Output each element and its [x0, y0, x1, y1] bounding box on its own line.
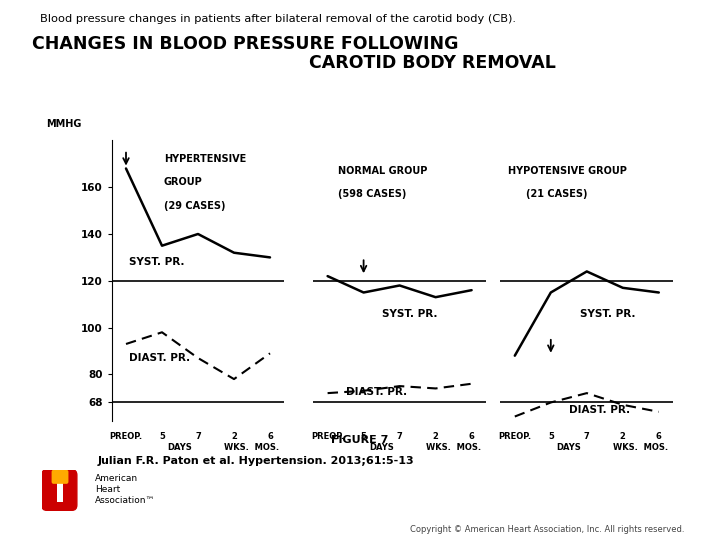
Text: PREOP.: PREOP.: [498, 432, 531, 441]
Text: SYST. PR.: SYST. PR.: [129, 256, 184, 267]
Text: 6: 6: [469, 432, 474, 441]
Text: 7: 7: [397, 432, 402, 441]
Text: CHANGES IN BLOOD PRESSURE FOLLOWING: CHANGES IN BLOOD PRESSURE FOLLOWING: [32, 35, 458, 53]
Text: 2: 2: [231, 432, 237, 441]
Text: 5: 5: [548, 432, 554, 441]
Text: 2: 2: [620, 432, 626, 441]
Text: DIAST. PR.: DIAST. PR.: [569, 406, 630, 415]
Text: MMHG: MMHG: [46, 119, 81, 129]
Text: (21 CASES): (21 CASES): [526, 189, 587, 199]
Text: WKS.  MOS.: WKS. MOS.: [225, 443, 279, 453]
Bar: [57, 478, 63, 502]
Text: DAYS: DAYS: [557, 443, 581, 453]
Text: WKS.  MOS.: WKS. MOS.: [613, 443, 668, 453]
Text: 7: 7: [195, 432, 201, 441]
Text: (598 CASES): (598 CASES): [338, 189, 407, 199]
Text: 5: 5: [159, 432, 165, 441]
Text: SYST. PR.: SYST. PR.: [580, 309, 635, 319]
Text: (29 CASES): (29 CASES): [164, 200, 225, 211]
Text: SYST. PR.: SYST. PR.: [382, 309, 437, 319]
FancyBboxPatch shape: [42, 470, 77, 510]
Text: GROUP: GROUP: [164, 177, 202, 187]
Text: PREOP.: PREOP.: [109, 432, 143, 441]
Text: 7: 7: [584, 432, 590, 441]
Text: Julian F.R. Paton et al. Hypertension. 2013;61:5-13: Julian F.R. Paton et al. Hypertension. 2…: [97, 456, 414, 467]
Text: Association™: Association™: [95, 496, 156, 505]
Text: DAYS: DAYS: [369, 443, 394, 453]
Text: CAROTID BODY REMOVAL: CAROTID BODY REMOVAL: [309, 54, 555, 72]
Text: DIAST. PR.: DIAST. PR.: [129, 353, 190, 363]
Text: Blood pressure changes in patients after bilateral removal of the carotid body (: Blood pressure changes in patients after…: [40, 14, 516, 24]
Text: 6: 6: [656, 432, 662, 441]
Text: 6: 6: [267, 432, 273, 441]
Text: NORMAL GROUP: NORMAL GROUP: [338, 165, 428, 176]
Text: American: American: [95, 474, 138, 483]
Text: 2: 2: [433, 432, 438, 441]
Text: 5: 5: [361, 432, 366, 441]
Text: FIGURE 7: FIGURE 7: [331, 435, 389, 445]
Text: WKS.  MOS.: WKS. MOS.: [426, 443, 481, 453]
FancyBboxPatch shape: [52, 470, 68, 484]
Text: Heart: Heart: [95, 485, 120, 494]
Text: HYPOTENSIVE GROUP: HYPOTENSIVE GROUP: [508, 165, 626, 176]
Text: DAYS: DAYS: [168, 443, 192, 453]
Text: PREOP.: PREOP.: [311, 432, 344, 441]
Text: Copyright © American Heart Association, Inc. All rights reserved.: Copyright © American Heart Association, …: [410, 525, 685, 534]
Text: DIAST. PR.: DIAST. PR.: [346, 387, 407, 396]
Text: HYPERTENSIVE: HYPERTENSIVE: [164, 154, 246, 164]
